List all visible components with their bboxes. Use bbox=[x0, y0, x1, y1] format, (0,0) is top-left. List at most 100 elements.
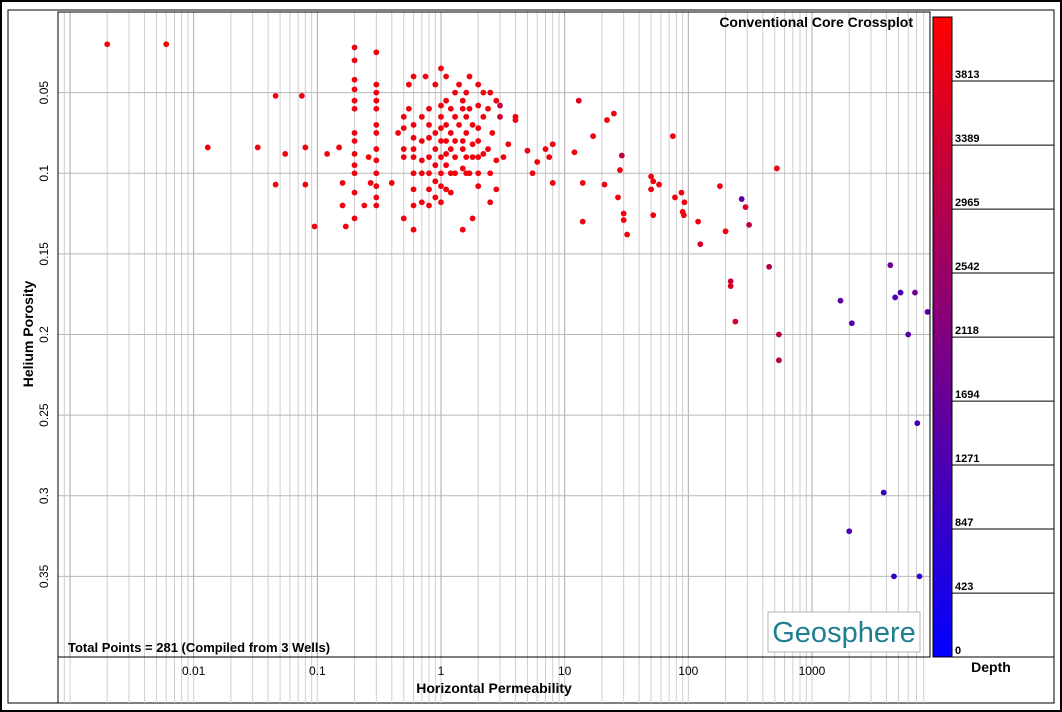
data-point bbox=[373, 157, 380, 164]
data-point bbox=[443, 162, 450, 169]
data-point bbox=[418, 157, 425, 164]
data-point bbox=[373, 89, 380, 96]
data-point bbox=[426, 202, 432, 209]
data-point bbox=[459, 138, 466, 144]
y-tick-labels: 0.05 0.1 0.15 0.2 0.25 0.3 0.35 bbox=[37, 81, 51, 588]
data-point bbox=[475, 125, 482, 131]
data-point bbox=[466, 170, 473, 177]
data-point bbox=[485, 146, 491, 152]
x-tick-label: 0.01 bbox=[182, 664, 206, 678]
data-point bbox=[924, 309, 931, 315]
colorbar bbox=[932, 16, 953, 658]
data-point bbox=[432, 130, 439, 136]
data-point bbox=[738, 196, 745, 202]
data-point bbox=[373, 170, 380, 177]
logo-text: Geosphere bbox=[772, 617, 916, 649]
data-point bbox=[579, 180, 586, 186]
data-point bbox=[410, 121, 417, 128]
inner-border bbox=[7, 9, 1055, 704]
data-point bbox=[493, 97, 500, 104]
data-point bbox=[727, 283, 734, 290]
data-point bbox=[891, 573, 897, 580]
data-point bbox=[418, 170, 425, 177]
data-point bbox=[418, 138, 425, 144]
data-point bbox=[400, 215, 407, 222]
data-point bbox=[405, 105, 412, 112]
data-point bbox=[466, 73, 473, 80]
data-point bbox=[579, 218, 586, 225]
data-point bbox=[432, 178, 439, 185]
data-point bbox=[716, 183, 723, 190]
data-point bbox=[452, 113, 458, 120]
data-point bbox=[410, 154, 417, 161]
data-point bbox=[452, 170, 458, 177]
data-point bbox=[575, 97, 582, 104]
data-point bbox=[351, 162, 358, 169]
x-tick-label: 10 bbox=[558, 664, 572, 678]
data-point bbox=[697, 241, 704, 248]
data-point bbox=[418, 113, 425, 120]
data-point bbox=[351, 76, 358, 83]
colorbar-tick-label: 0 bbox=[955, 645, 961, 657]
data-point bbox=[447, 189, 454, 196]
data-point bbox=[463, 130, 470, 136]
grid bbox=[58, 12, 930, 703]
colorbar-tick-label: 847 bbox=[955, 517, 973, 529]
colorbar-tick-label: 1694 bbox=[955, 389, 980, 401]
data-point bbox=[493, 157, 500, 164]
data-point bbox=[163, 41, 170, 48]
data-point bbox=[438, 113, 444, 120]
data-point bbox=[438, 170, 444, 177]
data-point bbox=[410, 146, 417, 152]
data-point bbox=[351, 215, 358, 222]
data-point bbox=[443, 73, 450, 80]
colorbar-tick-label: 423 bbox=[955, 581, 973, 593]
data-point bbox=[463, 154, 470, 161]
data-point bbox=[373, 194, 380, 201]
data-point bbox=[848, 320, 855, 327]
data-point bbox=[650, 178, 657, 185]
data-point bbox=[456, 121, 462, 128]
data-point bbox=[410, 73, 417, 80]
data-point bbox=[775, 357, 782, 364]
data-point bbox=[846, 528, 853, 535]
data-point bbox=[204, 144, 211, 151]
data-point bbox=[512, 113, 519, 120]
data-point bbox=[324, 151, 331, 157]
y-tick-label: 0.2 bbox=[37, 326, 51, 343]
colorbar-label: Depth bbox=[971, 659, 1011, 675]
data-point bbox=[887, 262, 894, 269]
data-point bbox=[438, 199, 444, 206]
data-point bbox=[549, 180, 556, 186]
y-tick-label: 0.35 bbox=[37, 564, 51, 588]
data-point bbox=[914, 420, 921, 427]
data-point bbox=[466, 105, 473, 112]
data-point bbox=[298, 92, 305, 99]
data-point bbox=[618, 152, 625, 159]
data-point bbox=[542, 146, 549, 152]
data-point bbox=[775, 331, 782, 338]
data-point bbox=[463, 113, 470, 120]
data-point bbox=[336, 144, 342, 151]
x-axis-label: Horizontal Permeability bbox=[416, 680, 572, 696]
data-point bbox=[590, 133, 597, 140]
data-point bbox=[272, 92, 279, 99]
data-point bbox=[339, 180, 346, 186]
data-point bbox=[438, 125, 444, 131]
data-point bbox=[426, 134, 432, 141]
data-point bbox=[447, 130, 454, 136]
data-point bbox=[351, 97, 358, 104]
data-point bbox=[438, 183, 444, 190]
data-point bbox=[400, 125, 407, 131]
data-point bbox=[493, 186, 500, 193]
data-point bbox=[432, 81, 439, 88]
colorbar-tick-label: 3813 bbox=[955, 69, 979, 81]
colorbar-tick-label: 2118 bbox=[955, 325, 979, 337]
data-point bbox=[373, 202, 380, 209]
data-point bbox=[443, 186, 450, 193]
data-point bbox=[456, 81, 462, 88]
data-point bbox=[905, 331, 912, 338]
data-point bbox=[601, 181, 608, 188]
data-point bbox=[426, 154, 432, 161]
